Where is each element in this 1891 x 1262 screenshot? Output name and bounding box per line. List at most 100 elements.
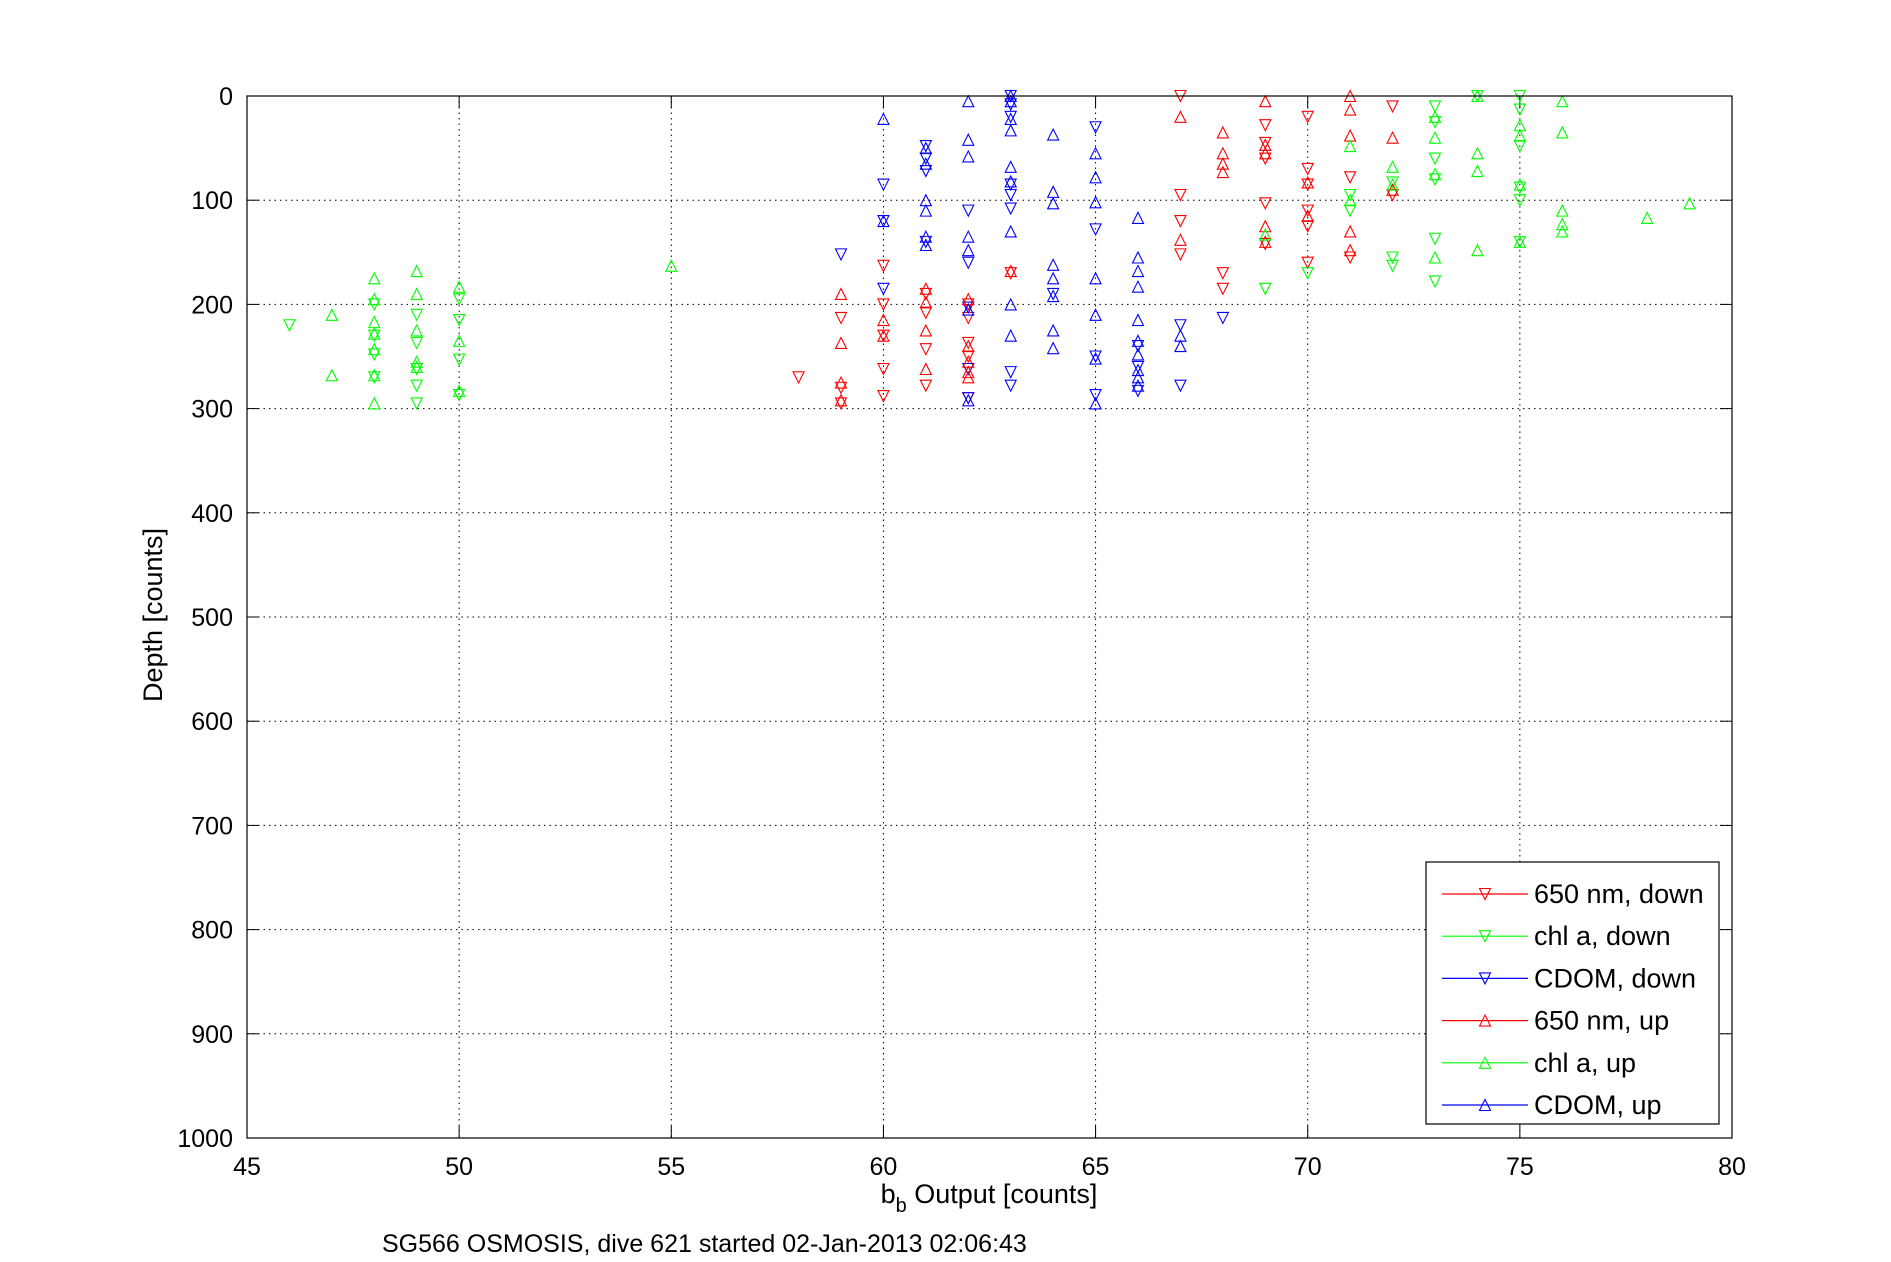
data-point [1131, 279, 1145, 293]
data-point [410, 379, 424, 393]
data-point [1386, 130, 1399, 144]
data-point [325, 308, 339, 321]
data-point [452, 384, 466, 397]
data-point [1428, 167, 1442, 181]
figure-caption: SG566 OSMOSIS, dive 621 started 02-Jan-2… [382, 1230, 1027, 1258]
data-point [325, 368, 339, 382]
data-point [1216, 311, 1230, 325]
data-point [1046, 287, 1060, 301]
data-point [961, 243, 975, 257]
data-point [1258, 94, 1272, 108]
legend: 650 nm, down chl a, down CDOM, down 650 nm,… [1425, 861, 1720, 1125]
data-point [1555, 125, 1569, 139]
data-point [1174, 319, 1187, 332]
data-point [1555, 203, 1569, 217]
data-point [1131, 250, 1145, 264]
data-point [410, 360, 424, 373]
data-point [1258, 138, 1272, 152]
legend-marker [1478, 1056, 1492, 1069]
data-point [877, 313, 890, 327]
x-axis-label-subscript: b [896, 1195, 907, 1217]
y-tick-label: 900 [191, 1021, 233, 1049]
data-point [834, 397, 848, 411]
data-point [961, 362, 975, 376]
legend-marker [1478, 1013, 1492, 1027]
data-point [1343, 204, 1357, 218]
data-point [1004, 94, 1018, 108]
x-axis-label-rest: Output [counts] [907, 1179, 1098, 1209]
legend-label: 650 nm, down [1534, 879, 1704, 909]
legend-item-cdom-down: CDOM, down [1442, 963, 1696, 993]
data-point [1174, 214, 1187, 228]
data-point [1131, 211, 1145, 224]
data-point [1301, 162, 1315, 176]
data-point [1428, 250, 1442, 264]
data-point [1343, 171, 1357, 185]
data-point [1089, 308, 1102, 321]
legend-item-chl-a-down: chl a, down [1442, 921, 1671, 951]
y-tick-label: 300 [191, 396, 233, 424]
legend-item-650-nm-up: 650 nm, up [1442, 1006, 1669, 1036]
data-point [877, 259, 890, 273]
data-point [1386, 176, 1399, 190]
data-point [1513, 177, 1527, 191]
legend-box [1425, 861, 1720, 1125]
data-point [1258, 282, 1272, 296]
legend-marker [1478, 930, 1492, 943]
data-point [410, 264, 424, 278]
data-point [452, 279, 466, 293]
legend-label: CDOM, up [1534, 1090, 1662, 1120]
data-point [834, 393, 848, 407]
data-point [410, 362, 424, 376]
data-point [1386, 160, 1399, 173]
data-point [919, 164, 933, 178]
data-point [919, 152, 933, 166]
y-tick-label: 800 [191, 917, 233, 945]
data-point [877, 362, 890, 376]
data-point [1046, 289, 1060, 303]
data-point [1174, 379, 1187, 393]
data-point [1428, 275, 1442, 289]
legend-marker [1478, 972, 1492, 986]
data-point [961, 392, 975, 405]
data-point [664, 259, 678, 272]
data-point [877, 282, 890, 296]
data-point [834, 248, 848, 262]
data-point [1046, 258, 1060, 271]
data-point [1301, 204, 1315, 218]
data-point [1343, 224, 1357, 238]
data-point [367, 329, 381, 343]
data-point [1471, 146, 1484, 160]
data-point [1216, 165, 1230, 179]
y-tick-label: 700 [191, 812, 233, 840]
data-point [834, 336, 848, 350]
data-point [1131, 360, 1145, 374]
data-point [792, 371, 805, 385]
legend-marker [1478, 887, 1492, 901]
y-tick-label: 200 [191, 291, 233, 319]
data-point [877, 112, 890, 125]
x-tick-label: 80 [1718, 1153, 1746, 1181]
data-point [1301, 256, 1315, 270]
data-point [1089, 195, 1102, 209]
data-point [877, 214, 890, 228]
data-point [1428, 100, 1442, 114]
x-tick-label: 60 [870, 1153, 898, 1181]
data-point [1046, 127, 1060, 141]
legend-marker [1478, 1098, 1492, 1112]
data-point [919, 141, 933, 155]
data-point [1174, 233, 1187, 246]
data-point [1131, 313, 1145, 327]
data-point [1343, 243, 1357, 257]
data-point [1555, 94, 1569, 108]
data-point [919, 282, 933, 295]
grid-lines [247, 96, 1732, 1138]
data-point [1258, 237, 1272, 251]
y-tick-label: 600 [191, 708, 233, 736]
data-point [919, 295, 933, 309]
legend-label: CDOM, down [1534, 963, 1696, 993]
data-point [1004, 174, 1018, 188]
data-point [1046, 196, 1060, 210]
data-point [919, 379, 933, 393]
